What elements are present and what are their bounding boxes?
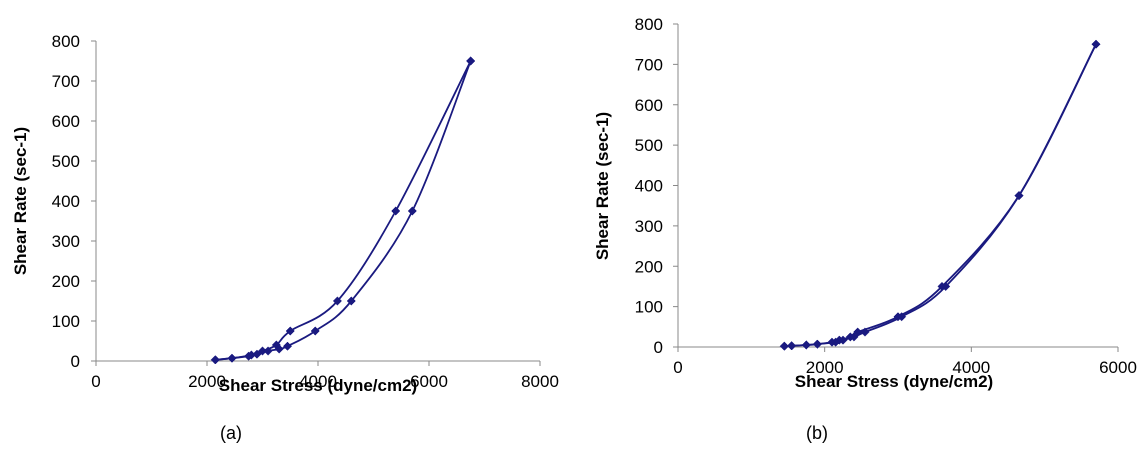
y-tick-label: 200: [635, 257, 663, 276]
y-tick-label: 800: [52, 32, 80, 51]
data-point-marker: [332, 296, 342, 306]
x-tick-label: 8000: [521, 372, 559, 391]
panel-label: (a): [220, 423, 242, 443]
x-tick-label: 4000: [299, 372, 337, 391]
data-point-marker: [391, 206, 401, 216]
data-point-marker: [1091, 39, 1101, 49]
data-point-marker: [787, 341, 797, 351]
series-1-line: [784, 43, 1097, 348]
data-point-marker: [941, 281, 951, 291]
y-tick-label: 400: [52, 192, 80, 211]
chart-panel-b: 0 100 200 300 400 500 600 700 800 0 2000 4000 6000 Sh…: [593, 15, 1137, 443]
y-axis-title: Shear Rate (sec-1): [11, 127, 30, 275]
y-tick-label: 200: [52, 272, 80, 291]
x-tick-label: 2000: [806, 358, 844, 377]
y-tick-label: 700: [52, 72, 80, 91]
series-2-line: [784, 43, 1097, 348]
data-point-marker: [897, 312, 907, 322]
x-tick-label: 6000: [410, 372, 448, 391]
y-tick-label: 0: [71, 352, 80, 371]
data-point-marker: [407, 206, 417, 216]
x-tick-label: 0: [91, 372, 100, 391]
y-tick-label: 700: [635, 55, 663, 74]
data-point-marker: [274, 344, 284, 354]
data-point-marker: [244, 351, 254, 361]
y-tick-label: 100: [52, 312, 80, 331]
y-tick-label: 300: [52, 232, 80, 251]
data-point-marker: [310, 326, 320, 336]
x-axis-title: Shear Stress (dyne/cm2): [795, 372, 993, 391]
y-tick-label: 300: [635, 217, 663, 236]
x-tick-label: 2000: [188, 372, 226, 391]
x-tick-label: 6000: [1099, 358, 1137, 377]
data-point-marker: [210, 355, 220, 365]
data-point-marker: [849, 332, 859, 342]
data-point-marker: [838, 335, 848, 345]
series-2-line: [215, 60, 472, 361]
x-axis-title: Shear Stress (dyne/cm2): [219, 376, 417, 395]
series-1-line: [215, 60, 472, 361]
data-point-marker: [831, 337, 841, 347]
y-axis-title: Shear Rate (sec-1): [593, 112, 612, 260]
data-point-marker: [812, 339, 822, 349]
y-tick-label: 500: [52, 152, 80, 171]
data-point-marker: [779, 341, 789, 351]
y-tick-label: 100: [635, 298, 663, 317]
data-point-marker: [285, 326, 295, 336]
x-tick-label: 0: [673, 358, 682, 377]
y-tick-label: 400: [635, 177, 663, 196]
data-point-marker: [263, 346, 273, 356]
panel-label: (b): [806, 423, 828, 443]
y-tick-label: 500: [635, 136, 663, 155]
data-point-marker: [801, 340, 811, 350]
data-point-marker: [252, 349, 262, 359]
y-tick-label: 0: [654, 338, 663, 357]
data-point-marker: [346, 296, 356, 306]
y-tick-label: 600: [52, 112, 80, 131]
data-point-marker: [227, 353, 237, 363]
y-tick-label: 600: [635, 96, 663, 115]
data-point-marker: [860, 327, 870, 337]
data-point-marker: [1014, 191, 1024, 201]
data-point-marker: [282, 341, 293, 351]
y-tick-label: 800: [635, 15, 663, 34]
x-tick-label: 4000: [952, 358, 990, 377]
data-point-marker: [466, 56, 476, 66]
